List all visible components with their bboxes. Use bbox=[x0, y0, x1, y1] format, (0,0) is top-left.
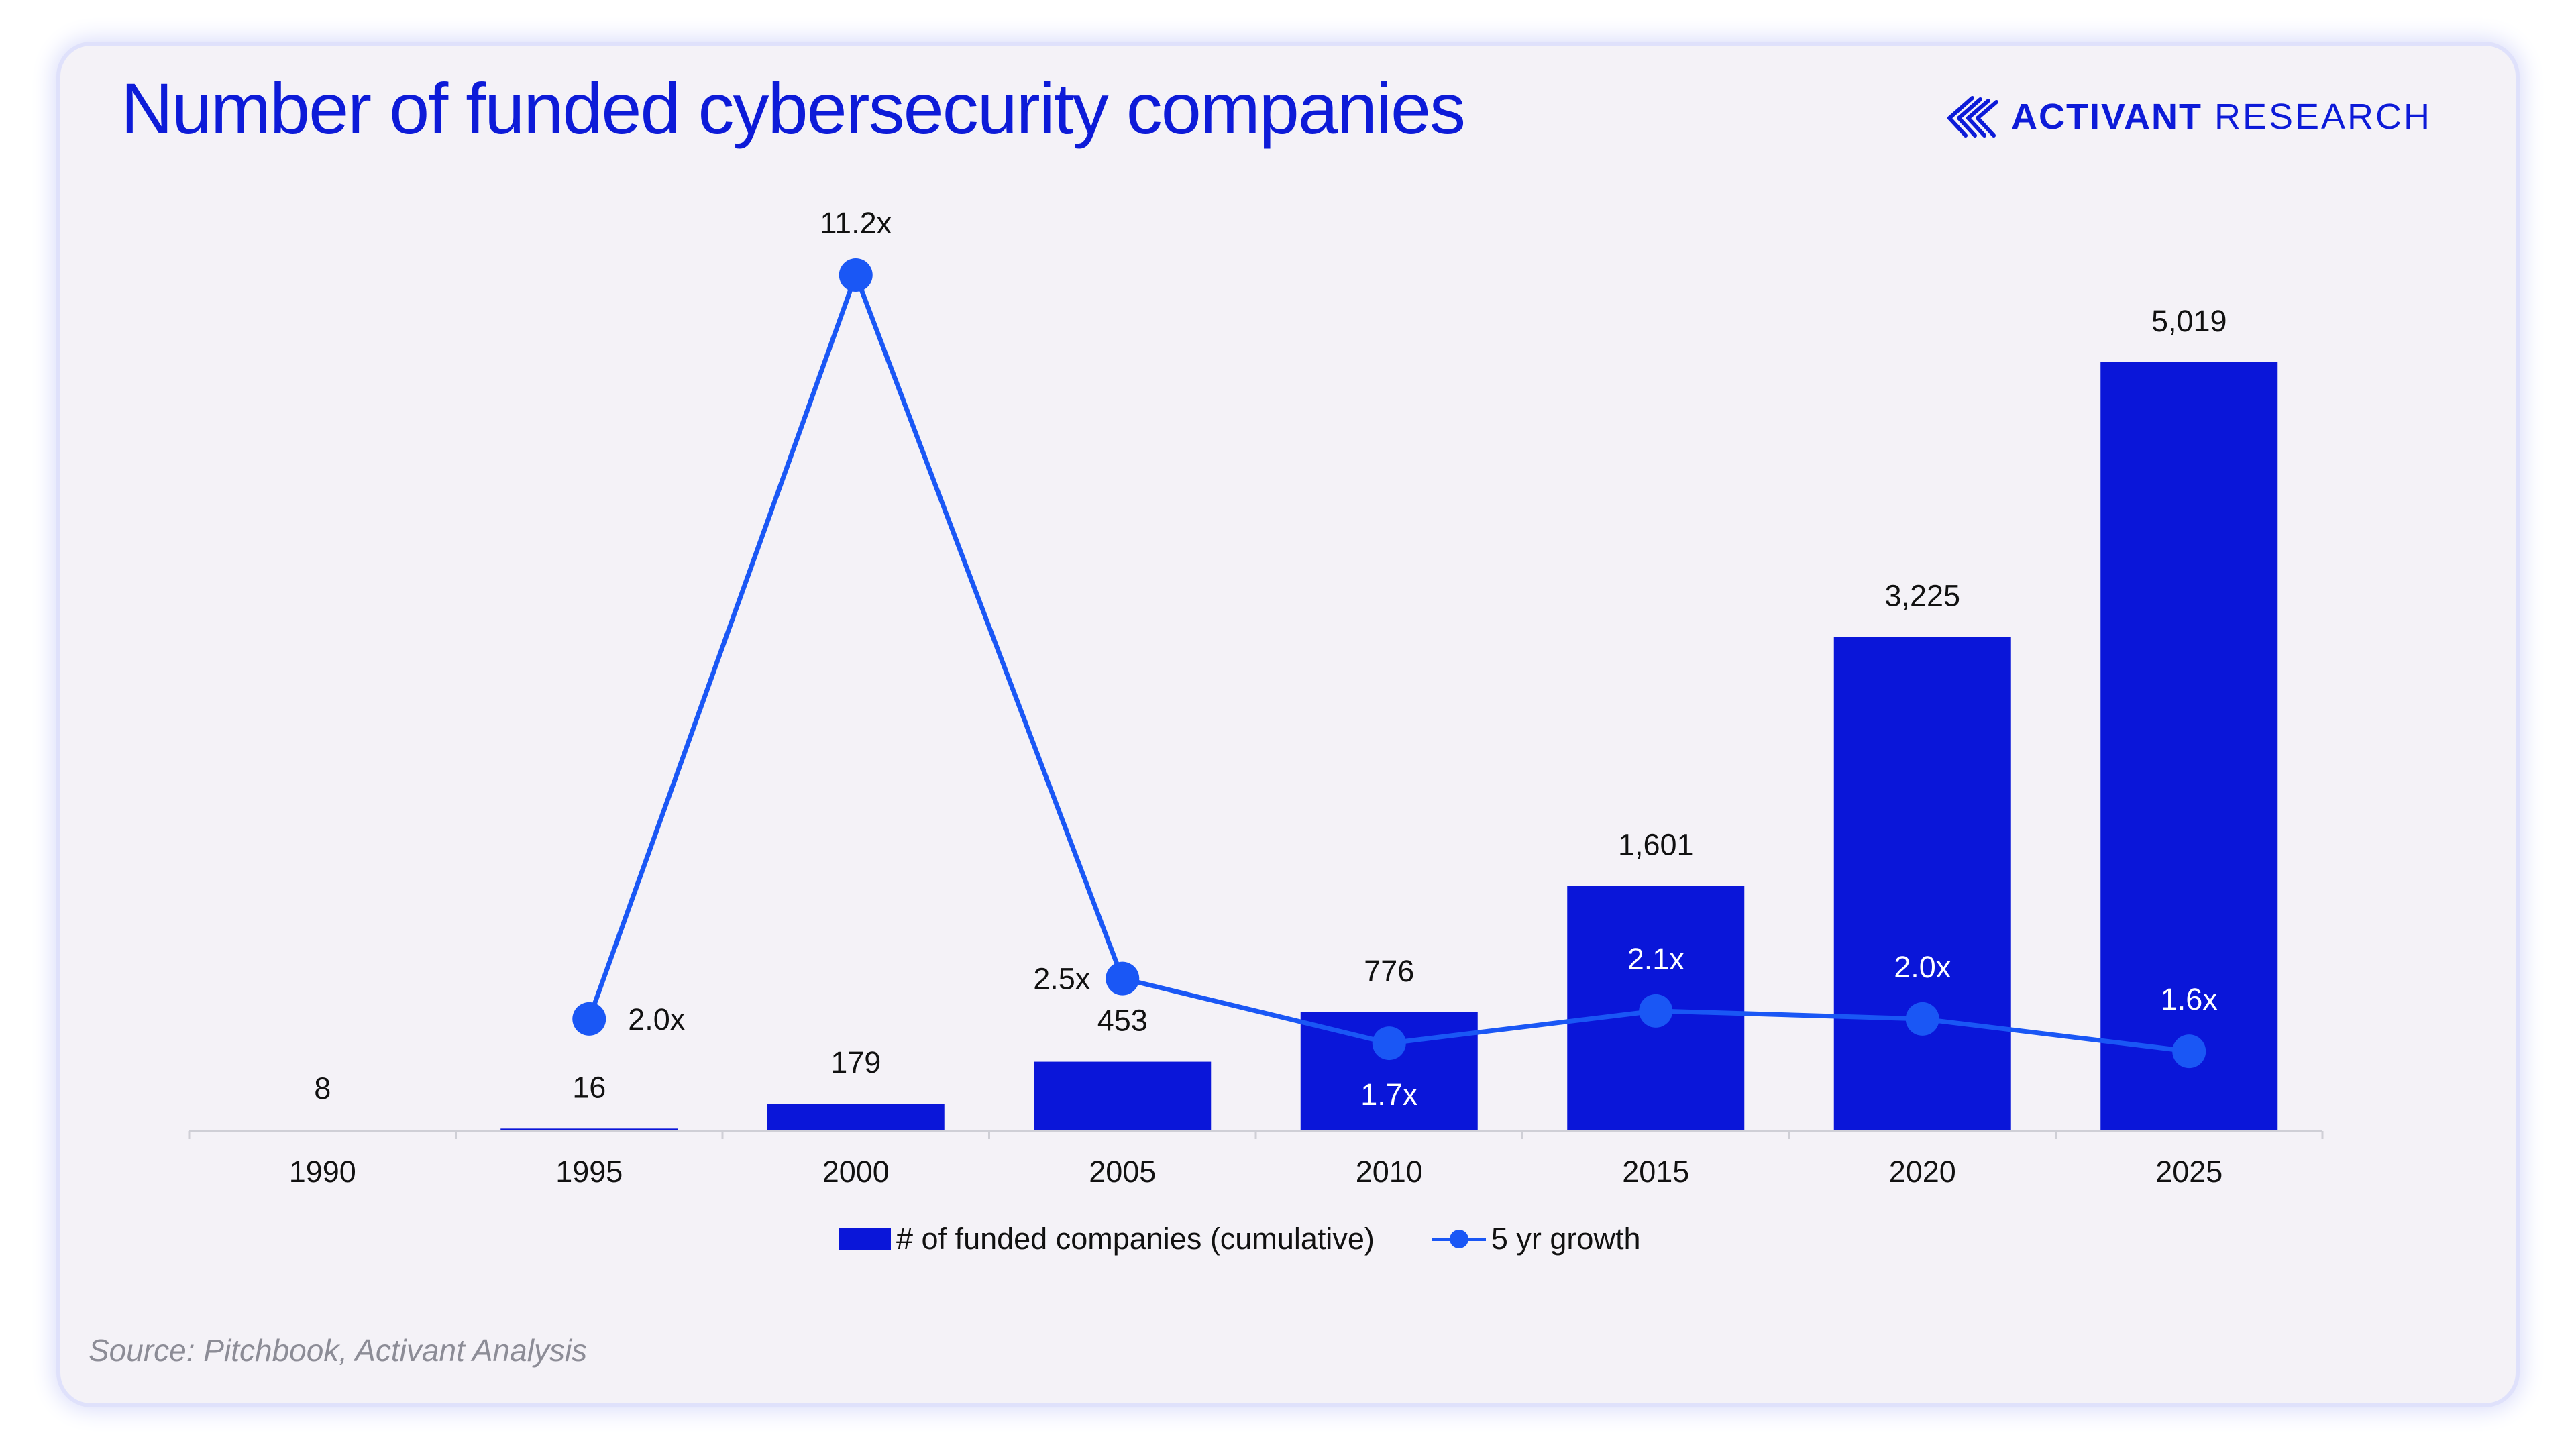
growth-label-2025: 1.6x bbox=[2161, 982, 2218, 1016]
growth-point-2005 bbox=[1106, 961, 1140, 996]
bar-series bbox=[233, 362, 2278, 1131]
bar-value-labels: 8 16 179 453 776 1,601 3,225 5,019 bbox=[314, 304, 2226, 1106]
bar-2000 bbox=[767, 1104, 945, 1131]
source-note: Source: Pitchbook, Activant Analysis bbox=[89, 1333, 588, 1368]
activant-stripes-icon bbox=[1947, 96, 1998, 138]
bar-2020 bbox=[1833, 637, 2011, 1131]
growth-point-2025 bbox=[2172, 1034, 2206, 1069]
growth-label-2020: 2.0x bbox=[1894, 950, 1951, 984]
bar-value-label-1990: 8 bbox=[314, 1071, 331, 1106]
legend-line-swatch bbox=[1432, 1226, 1486, 1252]
x-tick-label-2015: 2015 bbox=[1622, 1155, 1689, 1189]
growth-label-2015: 2.1x bbox=[1627, 942, 1685, 976]
growth-label-2005: 2.5x bbox=[1033, 962, 1091, 996]
bar-2005 bbox=[1034, 1061, 1212, 1131]
x-tick-label-2010: 2010 bbox=[1356, 1155, 1423, 1189]
legend-item-line: 5 yr growth bbox=[1375, 1222, 1641, 1256]
x-tick-label-2005: 2005 bbox=[1089, 1155, 1156, 1189]
growth-point-2010 bbox=[1372, 1026, 1406, 1061]
x-axis: 1990 1995 2000 2005 2010 2015 2020 2025 bbox=[188, 1130, 2324, 1189]
brand-subtitle: RESEARCH bbox=[2214, 97, 2432, 137]
legend-line-label: 5 yr growth bbox=[1491, 1222, 1641, 1256]
bar-1995 bbox=[500, 1128, 678, 1131]
growth-line-series bbox=[572, 258, 2206, 1069]
growth-point-1995 bbox=[572, 1002, 606, 1036]
bar-value-label-2005: 453 bbox=[1097, 1004, 1148, 1038]
growth-point-2015 bbox=[1639, 994, 1673, 1028]
chart-title: Number of funded cybersecurity companies bbox=[121, 68, 1466, 149]
x-tick-label-1990: 1990 bbox=[289, 1155, 356, 1189]
bar-value-label-2025: 5,019 bbox=[2151, 304, 2227, 338]
growth-label-2010: 1.7x bbox=[1360, 1077, 1418, 1112]
growth-label-2000: 11.2x bbox=[820, 206, 892, 240]
growth-point-2000 bbox=[839, 258, 873, 292]
bar-value-label-2015: 1,601 bbox=[1618, 827, 1694, 861]
bar-value-label-1995: 16 bbox=[572, 1070, 606, 1104]
x-tick-label-2025: 2025 bbox=[2155, 1155, 2222, 1189]
bar-value-label-2000: 179 bbox=[830, 1045, 881, 1079]
x-tick-label-2000: 2000 bbox=[822, 1155, 890, 1189]
legend-bar-label: # of funded companies (cumulative) bbox=[896, 1222, 1375, 1256]
bar-value-label-2010: 776 bbox=[1364, 954, 1414, 988]
bar-2025 bbox=[2100, 362, 2278, 1131]
growth-label-1995: 2.0x bbox=[628, 1002, 686, 1036]
brand-name: ACTIVANT bbox=[2011, 97, 2202, 137]
x-tick-label-2020: 2020 bbox=[1889, 1155, 1956, 1189]
chart-legend: # of funded companies (cumulative) 5 yr … bbox=[839, 1216, 1640, 1263]
legend-item-bar: # of funded companies (cumulative) bbox=[839, 1222, 1375, 1256]
bar-value-label-2020: 3,225 bbox=[1884, 579, 1960, 613]
x-tick-label-1995: 1995 bbox=[555, 1155, 623, 1189]
growth-value-labels: 2.0x 11.2x 2.5x 1.7x 2.1x 2.0x 1.6x bbox=[628, 206, 2218, 1112]
legend-bar-swatch bbox=[839, 1228, 891, 1250]
brand-logo: ACTIVANT RESEARCH bbox=[1944, 91, 2432, 142]
growth-point-2020 bbox=[1905, 1002, 1939, 1036]
